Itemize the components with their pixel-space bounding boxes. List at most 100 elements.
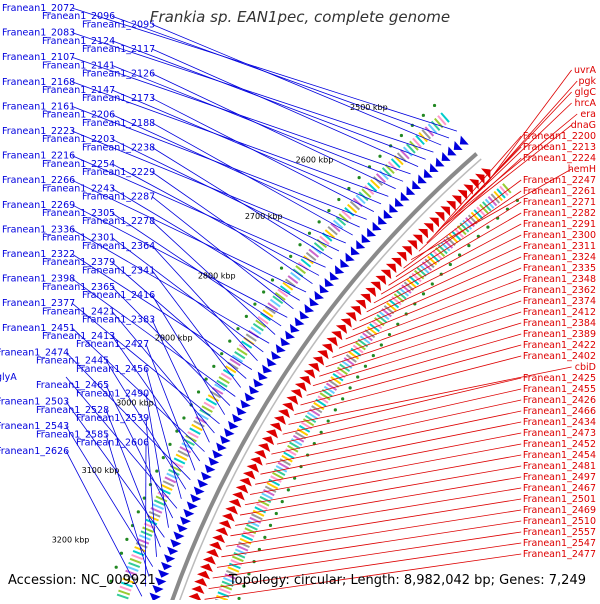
reverse-gene-label: Franean1_2425 [523,373,596,384]
reverse-gene-label: Franean1_2467 [523,483,596,494]
reverse-gene-label: Franean1_2469 [523,505,596,516]
genome-summary: Topology: circular; Length: 8,982,042 bp… [229,573,586,588]
reverse-leader-line [484,70,572,187]
reverse-gene-label: Franean1_2247 [523,175,596,186]
scale-label: 2700 kbp [245,212,283,221]
reverse-gene-label: Franean1_2477 [523,549,596,560]
tick-dot [349,386,352,389]
reverse-leader-line [332,290,521,357]
reverse-gene-label: Franean1_2311 [523,241,596,252]
reverse-gene-label: Franean1_2374 [523,296,596,307]
feature-stripe [143,527,154,532]
reverse-gene-label: Franean1_2224 [523,153,596,164]
tick-dot [308,232,311,235]
reverse-gene-label: Franean1_2348 [523,274,596,285]
reverse-gene-label: Franean1_2384 [523,318,596,329]
reverse-gene-label: Franean1_2452 [523,439,596,450]
forward-cds-arrow [245,393,255,402]
reverse-gene-label: Franean1_2402 [523,351,596,362]
reverse-gene-label: Franean1_2434 [523,417,596,428]
tick-dot [263,536,266,539]
tick-dot [271,278,274,281]
forward-cds-arrow [253,379,263,388]
reverse-gene-label: Franean1_2389 [523,329,596,340]
reverse-cds-arrow [191,586,204,594]
forward-gene-label: Franean1_2416 [82,290,155,301]
reverse-cds-arrow [212,535,225,544]
reverse-gene-label: Franean1_2291 [523,219,596,230]
reverse-gene-label: era [580,109,596,120]
tick-dot [388,333,391,336]
feature-stripe [117,595,128,599]
forward-cds-arrow [155,577,166,585]
tick-dot [486,226,489,229]
forward-cds-arrow [236,407,246,416]
feature-stripe [153,504,164,509]
tick-dot [168,443,171,446]
tick-dot [137,510,140,513]
forward-gene-label: Franean1_2606 [76,438,149,449]
reverse-cds-arrow [206,549,219,558]
forward-leader-line [152,172,312,284]
tick-dot [433,104,436,107]
scale-label: 2900 kbp [155,334,193,343]
forward-leader-line [112,41,426,160]
forward-gene-label: Franean1_2117 [82,44,155,55]
tick-dot [378,155,381,158]
reverse-cds-arrow [229,499,242,508]
forward-gene-label: Franean1_2383 [82,315,155,326]
forward-gene-label: glyA [0,372,17,383]
forward-gene-label: Franean1_2229 [82,167,155,178]
feature-stripe [129,563,140,567]
forward-gene-label: Franean1_2490 [76,388,149,399]
scale-label: 2800 kbp [198,271,236,280]
tick-dot [400,134,403,137]
reverse-leader-line [313,323,521,386]
forward-gene-label: Franean1_2364 [82,241,155,252]
forward-cds-arrow [240,400,250,409]
tick-dot [149,483,152,486]
scale-label: 2500 kbp [350,103,388,112]
tick-dot [280,267,283,270]
feature-stripe [149,512,160,517]
forward-cds-arrow [228,421,238,430]
reverse-gene-label: Franean1_2412 [523,307,596,318]
forward-cds-arrow [205,464,216,473]
reverse-cds-arrow [209,542,222,551]
reverse-cds-arrow [232,492,245,501]
reverse-gene-label: Franean1_2200 [523,131,596,142]
forward-leader-line [106,434,149,576]
feature-stripe [139,535,150,540]
reverse-cds-arrow [247,464,259,473]
reverse-cds-arrow [194,578,207,586]
reverse-cds-arrow [250,457,262,466]
reverse-gene-label: Franean1_2362 [523,285,596,296]
reverse-gene-label: Franean1_2557 [523,527,596,538]
reverse-cds-arrow [236,485,249,494]
reverse-cds-arrow [197,571,210,579]
scale-label: 3000 kbp [116,399,154,408]
forward-cds-arrow [249,386,259,395]
reverse-leader-line [339,279,521,348]
reverse-leader-line [213,532,521,578]
reverse-gene-label: Franean1_2510 [523,516,596,527]
tick-dot [197,390,200,393]
reverse-gene-label: Franean1_2501 [523,494,596,505]
forward-cds-arrow [212,450,223,459]
feature-stripe [132,555,143,559]
forward-cds-arrow [201,472,212,481]
forward-leader-line [152,74,396,189]
forward-cds-arrow [183,509,194,517]
reverse-cds-arrow [262,436,274,445]
feature-stripe [118,591,129,595]
reverse-gene-label: pgk [578,76,596,87]
forward-cds-arrow [197,479,208,488]
forward-gene-label: Franean1_2278 [82,216,155,227]
tick-dot [281,500,284,503]
tick-dot [337,198,340,201]
tick-dot [341,397,344,400]
tick-dot [212,365,215,368]
reverse-gene-label: Franean1_2481 [523,461,596,472]
forward-cds-arrow [460,136,469,145]
